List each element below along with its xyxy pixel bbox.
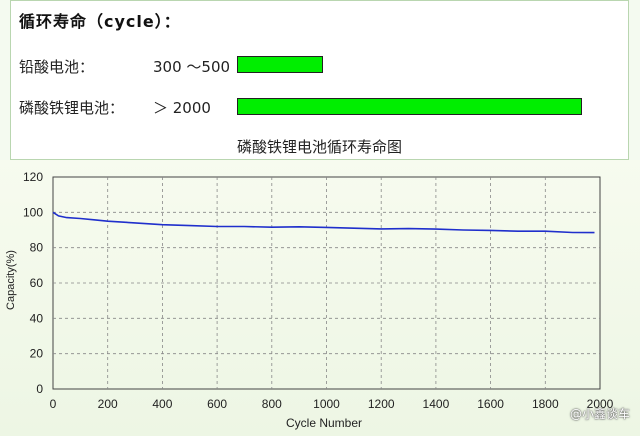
x-tick-label: 800 [262,397,282,411]
x-tick-label: 1400 [423,397,450,411]
capacity-chart-svg: 0 20 40 60 80 100 120 0 200 400 600 800 1000 1200 140… [5,170,614,430]
x-tick-label: 1000 [313,397,340,411]
y-tick-label: 80 [30,241,44,255]
y-tick-label: 100 [23,205,43,219]
y-tick-label: 120 [23,170,43,184]
lead-acid-value: 300 ～500 [153,58,231,76]
y-tick-label: 60 [30,276,44,290]
x-tick-label: 600 [207,397,227,411]
panel-caption: 磷酸铁锂电池循环寿命图 [236,138,402,156]
x-tick-label: 0 [50,397,57,411]
x-tick-label: 1600 [477,397,504,411]
lfp-value: ＞ 2000 [153,99,211,117]
lifecycle-comparison-panel: 循环寿命（cycle）： 铅酸电池： 300 ～500 磷酸铁锂电池： ＞ 20… [10,0,629,160]
x-tick-label: 400 [152,397,172,411]
capacity-chart: 0 20 40 60 80 100 120 0 200 400 600 800 1000 1200 140… [0,160,640,436]
x-axis-label: Cycle Number [286,416,362,430]
y-tick-label: 20 [30,347,44,361]
x-tick-label: 1800 [532,397,559,411]
y-tick-label: 0 [36,382,43,396]
x-tick-label: 1200 [368,397,395,411]
y-axis-label: Capacity(%) [5,250,17,310]
lfp-label: 磷酸铁锂电池： [19,99,125,117]
capacity-series-line [52,211,595,234]
heading: 循环寿命（cycle）： [19,12,181,31]
x-tick-label: 2000 [587,397,614,411]
lead-acid-label: 铅酸电池： [19,58,95,76]
x-tick-label: 200 [98,397,118,411]
lfp-bar [237,98,582,115]
watermark: @小鑫谈车 [569,407,630,421]
lead-acid-bar [237,56,323,73]
y-tick-label: 40 [30,311,44,325]
